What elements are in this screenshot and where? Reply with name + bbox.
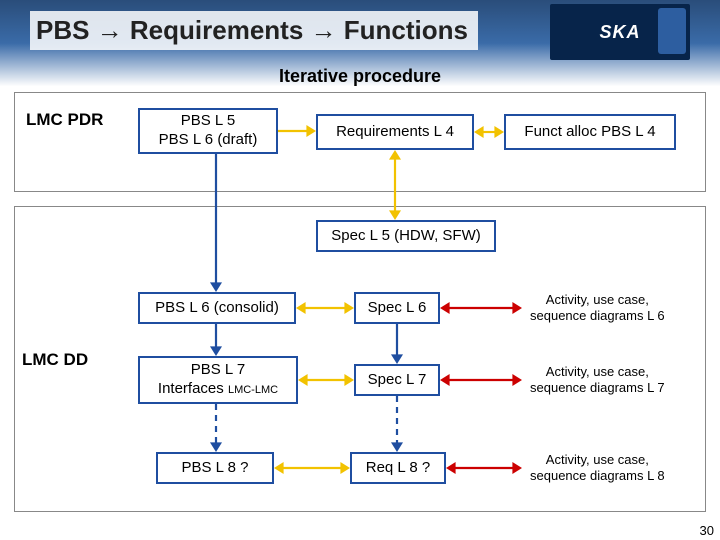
node-line: PBS L 7 (191, 361, 245, 380)
logo-text: SKA (599, 22, 640, 43)
activity-line: sequence diagrams L 7 (530, 380, 665, 396)
subtitle: Iterative procedure (0, 66, 720, 87)
activity-line: Activity, use case, (530, 364, 665, 380)
logo: SKA (550, 4, 690, 60)
node-pbs-l7: PBS L 7 Interfaces LMC-LMC (138, 356, 298, 404)
node-text: Interfaces (158, 380, 224, 397)
activity-line: sequence diagrams L 8 (530, 468, 665, 484)
node-pbs-l5-l6: PBS L 5 PBS L 6 (draft) (138, 108, 278, 154)
node-line: PBS L 5 (181, 112, 235, 131)
node-req-l4: Requirements L 4 (316, 114, 474, 150)
node-spec-l7: Spec L 7 (354, 364, 440, 396)
node-text-small: LMC-LMC (228, 384, 278, 396)
activity-l7: Activity, use case, sequence diagrams L … (530, 364, 665, 397)
label-lmc-dd: LMC DD (22, 350, 88, 370)
node-line: Interfaces LMC-LMC (158, 380, 278, 399)
activity-line: Activity, use case, (530, 452, 665, 468)
node-pbs-l6-consolid: PBS L 6 (consolid) (138, 292, 296, 324)
page-number: 30 (700, 523, 714, 538)
node-funct-l4: Funct alloc PBS L 4 (504, 114, 676, 150)
label-lmc-pdr: LMC PDR (26, 110, 103, 130)
page-title: PBS → Requirements → Functions (30, 11, 478, 50)
activity-l6: Activity, use case, sequence diagrams L … (530, 292, 665, 325)
node-req-l8: Req L 8 ? (350, 452, 446, 484)
activity-l8: Activity, use case, sequence diagrams L … (530, 452, 665, 485)
node-spec-l5: Spec L 5 (HDW, SFW) (316, 220, 496, 252)
activity-line: sequence diagrams L 6 (530, 308, 665, 324)
activity-line: Activity, use case, (530, 292, 665, 308)
node-pbs-l8: PBS L 8 ? (156, 452, 274, 484)
logo-badge (658, 8, 686, 54)
node-spec-l6: Spec L 6 (354, 292, 440, 324)
node-line: PBS L 6 (draft) (159, 131, 258, 150)
